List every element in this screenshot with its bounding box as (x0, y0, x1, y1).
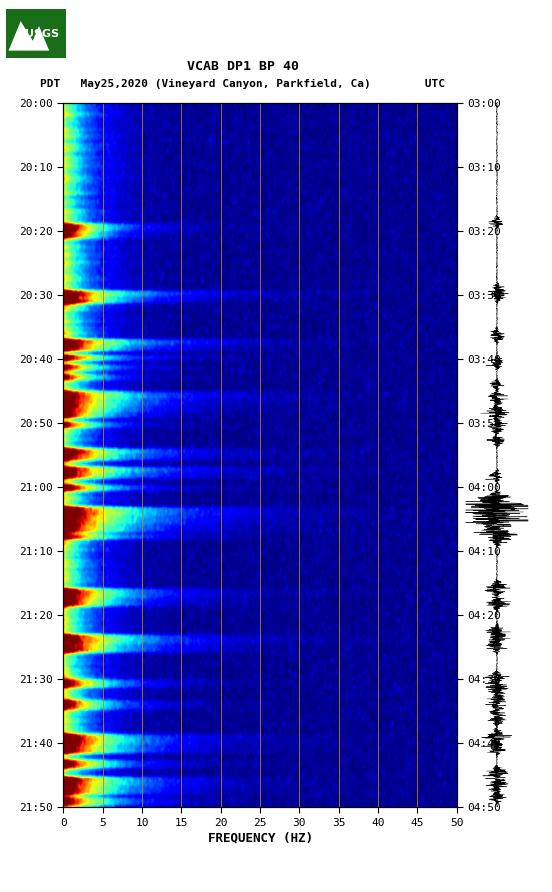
Text: VCAB DP1 BP 40: VCAB DP1 BP 40 (187, 60, 299, 72)
Text: PDT   May25,2020 (Vineyard Canyon, Parkfield, Ca)        UTC: PDT May25,2020 (Vineyard Canyon, Parkfie… (40, 78, 445, 89)
Polygon shape (9, 21, 49, 51)
FancyBboxPatch shape (6, 9, 66, 58)
Text: USGS: USGS (25, 29, 59, 39)
X-axis label: FREQUENCY (HZ): FREQUENCY (HZ) (208, 832, 312, 845)
